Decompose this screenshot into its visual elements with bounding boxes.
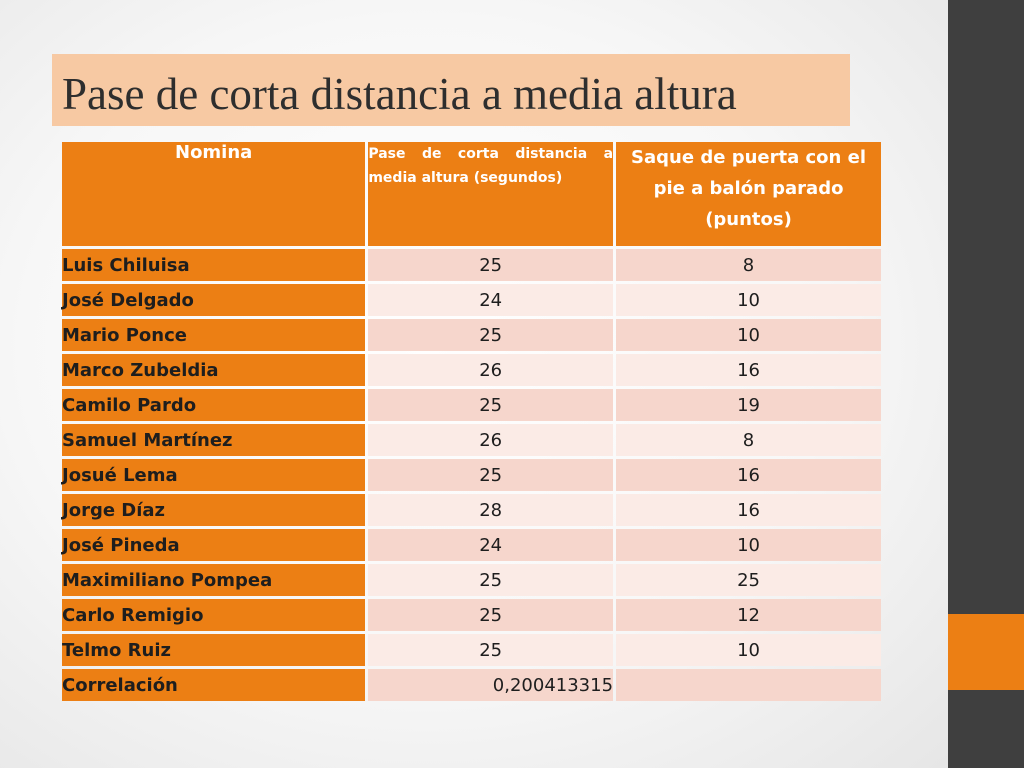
pass-value: 25 [368, 459, 614, 491]
kick-value: 8 [616, 424, 881, 456]
pass-value: 26 [368, 424, 614, 456]
kick-value: 10 [616, 529, 881, 561]
kick-value: 10 [616, 319, 881, 351]
kick-value: 10 [616, 284, 881, 316]
pass-value: 24 [368, 529, 614, 561]
player-name: Samuel Martínez [62, 424, 366, 456]
pass-value: 25 [368, 564, 614, 596]
kick-value: 19 [616, 389, 881, 421]
player-name: Camilo Pardo [62, 389, 366, 421]
kick-value: 8 [616, 249, 881, 281]
table-header-row: Nomina Pase de corta distancia a media a… [62, 142, 881, 246]
player-name: Telmo Ruiz [62, 634, 366, 666]
kick-value: 16 [616, 459, 881, 491]
pass-value: 26 [368, 354, 614, 386]
player-name: Josué Lema [62, 459, 366, 491]
player-name: José Pineda [62, 529, 366, 561]
table-row: Luis Chiluisa 25 8 [62, 249, 881, 281]
header-kick-points: Saque de puerta con el pie a balón parad… [616, 142, 881, 246]
side-accent-block [948, 614, 1024, 690]
player-name: Luis Chiluisa [62, 249, 366, 281]
player-name: José Delgado [62, 284, 366, 316]
table-row: Maximiliano Pompea 25 25 [62, 564, 881, 596]
player-name: Jorge Díaz [62, 494, 366, 526]
correlation-row: Correlación 0,200413315 [62, 669, 881, 701]
header-nomina: Nomina [62, 142, 366, 246]
pass-value: 24 [368, 284, 614, 316]
table-row: Mario Ponce 25 10 [62, 319, 881, 351]
pass-value: 25 [368, 389, 614, 421]
pass-value: 25 [368, 599, 614, 631]
table-row: José Delgado 24 10 [62, 284, 881, 316]
title-band [52, 54, 850, 126]
table-row: Carlo Remigio 25 12 [62, 599, 881, 631]
table-row: Josué Lema 25 16 [62, 459, 881, 491]
correlation-empty-cell [616, 669, 881, 701]
kick-value: 16 [616, 354, 881, 386]
results-table: Nomina Pase de corta distancia a media a… [59, 139, 884, 704]
kick-value: 10 [616, 634, 881, 666]
pass-value: 25 [368, 634, 614, 666]
player-name: Marco Zubeldia [62, 354, 366, 386]
table-row: Camilo Pardo 25 19 [62, 389, 881, 421]
table-row: Marco Zubeldia 26 16 [62, 354, 881, 386]
pass-value: 25 [368, 319, 614, 351]
header-pass-seconds: Pase de corta distancia a media altura (… [368, 142, 614, 246]
pass-value: 25 [368, 249, 614, 281]
player-name: Mario Ponce [62, 319, 366, 351]
table-row: Samuel Martínez 26 8 [62, 424, 881, 456]
kick-value: 25 [616, 564, 881, 596]
pass-value: 28 [368, 494, 614, 526]
table-row: José Pineda 24 10 [62, 529, 881, 561]
correlation-value: 0,200413315 [368, 669, 614, 701]
kick-value: 12 [616, 599, 881, 631]
table-row: Telmo Ruiz 25 10 [62, 634, 881, 666]
player-name: Maximiliano Pompea [62, 564, 366, 596]
player-name: Carlo Remigio [62, 599, 366, 631]
table-row: Jorge Díaz 28 16 [62, 494, 881, 526]
kick-value: 16 [616, 494, 881, 526]
correlation-label: Correlación [62, 669, 366, 701]
slide-title: Pase de corta distancia a media altura [62, 69, 737, 119]
